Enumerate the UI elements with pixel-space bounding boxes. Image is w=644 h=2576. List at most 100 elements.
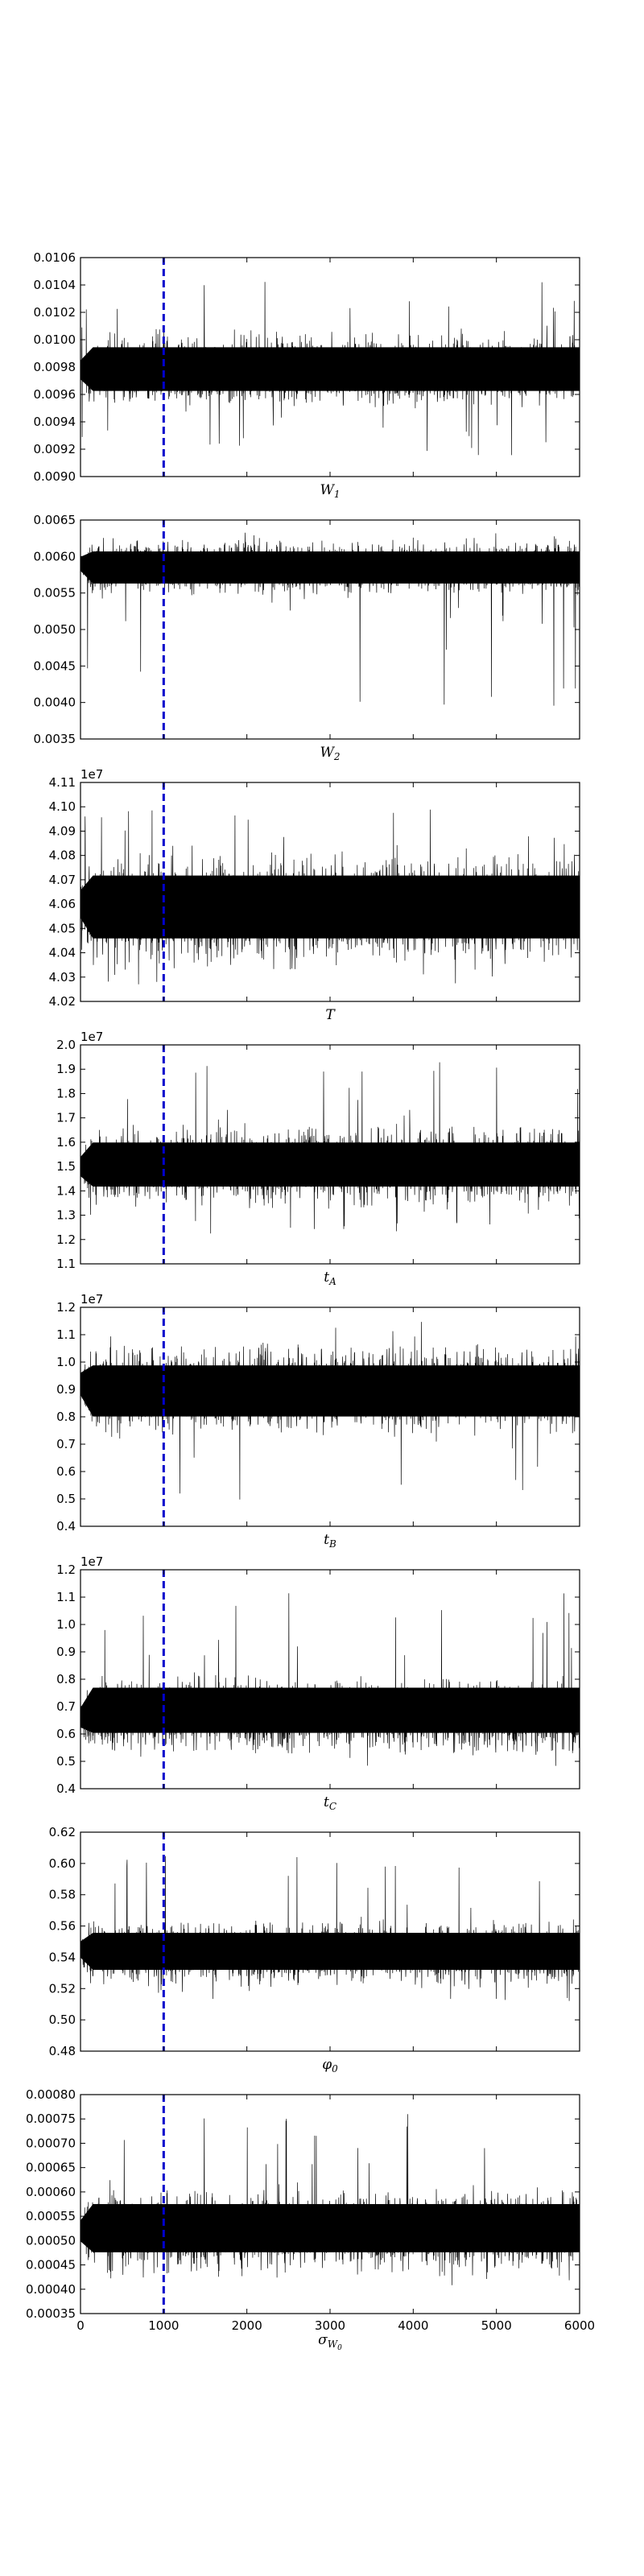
y-tick-label: 0.0090	[34, 469, 76, 484]
y-tick-label: 0.7	[56, 1699, 76, 1714]
y-tick-label: 1.1	[56, 1590, 76, 1604]
y-tick-label: 1.2	[56, 1232, 76, 1247]
y-tick-label: 4.05	[49, 921, 76, 935]
y-tick-label: 0.8	[56, 1410, 76, 1424]
y-tick-label: 0.00045	[26, 2258, 76, 2273]
x-tick-label: 2000	[232, 2318, 262, 2333]
y-tick-label: 0.00065	[26, 2161, 76, 2175]
y-offset-label: 1e7	[80, 1292, 103, 1307]
y-tick-label: 1.8	[56, 1086, 76, 1100]
y-tick-label: 1.4	[56, 1183, 76, 1198]
y-tick-label: 4.07	[49, 873, 76, 887]
y-tick-label: 1.3	[56, 1208, 76, 1223]
y-tick-label: 0.00050	[26, 2233, 76, 2248]
y-offset-label: 1e7	[80, 1030, 103, 1044]
y-tick-label: 0.4	[56, 1781, 76, 1796]
y-tick-label: 0.0096	[34, 387, 76, 402]
y-tick-label: 0.0060	[34, 549, 76, 564]
trace-panel-2: 0.0035 0.0040 0.0045 0.0050 0.0055 0.0060 0.00…	[34, 513, 580, 762]
y-offset-label: 1e7	[80, 767, 103, 782]
trace-line-3	[80, 809, 580, 985]
y-tick-label: 0.8	[56, 1672, 76, 1686]
y-tick-label: 0.00035	[26, 2306, 76, 2321]
y-tick-label: 0.54	[49, 1950, 76, 1964]
x-axis-label-1: W1	[320, 482, 340, 500]
y-tick-label: 4.04	[49, 946, 76, 960]
x-tick-label: 6000	[564, 2318, 595, 2333]
y-tick-label: 0.7	[56, 1437, 76, 1451]
y-tick-label: 0.6	[56, 1727, 76, 1741]
x-tick-label: 3000	[315, 2318, 345, 2333]
axes-frame-6	[80, 1569, 580, 1790]
y-tick-label: 0.0035	[34, 732, 76, 746]
x-axis-label-3: T	[325, 1007, 336, 1023]
y-tick-label: 0.9	[56, 1382, 76, 1397]
y-tick-label: 4.10	[49, 799, 76, 814]
x-tick-label: 0	[76, 2318, 85, 2333]
y-tick-label: 0.0065	[34, 513, 76, 527]
x-tick-label: 5000	[481, 2318, 512, 2333]
y-tick-label: 0.9	[56, 1645, 76, 1659]
x-tick-label: 1000	[148, 2318, 179, 2333]
y-tick-label: 0.0092	[34, 442, 76, 456]
y-tick-label: 4.09	[49, 824, 76, 838]
y-tick-label: 1.5	[56, 1159, 76, 1174]
y-tick-label: 0.0106	[34, 250, 76, 265]
trace-panel-6: 0.4 0.5 0.6 0.7 0.8 0.9 1.0 1.1 1.2 1e7 tC	[56, 1554, 580, 1812]
y-tick-label: 1.6	[56, 1135, 76, 1150]
y-tick-label: 0.62	[49, 1825, 76, 1839]
y-tick-label: 0.00075	[26, 2112, 76, 2126]
x-axis-label-5: tB	[324, 1532, 336, 1550]
trace-panel-8: 0.00035 0.00040 0.00045 0.00050 0.00055 0.000…	[26, 2087, 595, 2352]
trace-line-8	[80, 2114, 580, 2285]
y-tick-label: 4.08	[49, 848, 76, 863]
y-tick-label: 1.9	[56, 1062, 76, 1076]
y-tick-label: 4.06	[49, 897, 76, 911]
y-tick-label: 0.48	[49, 2044, 76, 2058]
trace-line-5	[80, 1322, 580, 1500]
y-tick-label: 0.4	[56, 1519, 76, 1534]
y-tick-label: 1.7	[56, 1111, 76, 1125]
y-tick-label: 0.0100	[34, 332, 76, 347]
y-tick-label: 4.03	[49, 970, 76, 985]
y-tick-label: 0.00070	[26, 2136, 76, 2150]
y-tick-label: 0.0094	[34, 415, 76, 429]
trace-panel-1: 0.0090 0.0092 0.0094 0.0096 0.0098 0.0100 0.01…	[34, 250, 580, 500]
y-tick-label: 1.0	[56, 1617, 76, 1632]
y-tick-label: 0.6	[56, 1464, 76, 1479]
y-tick-label: 0.0055	[34, 586, 76, 601]
y-offset-label: 1e7	[80, 1554, 103, 1569]
y-tick-label: 2.0	[56, 1038, 76, 1052]
y-tick-label: 1.1	[56, 1257, 76, 1271]
y-tick-label: 1.0	[56, 1355, 76, 1369]
y-tick-label: 1.2	[56, 1300, 76, 1315]
trace-panel-5: 0.4 0.5 0.6 0.7 0.8 0.9 1.0 1.1 1.2 1e7 tB	[56, 1292, 580, 1550]
y-tick-label: 0.60	[49, 1856, 76, 1871]
y-tick-label: 4.11	[49, 775, 76, 790]
y-tick-label: 0.00040	[26, 2282, 76, 2297]
y-tick-label: 0.56	[49, 1919, 76, 1934]
trace-line-7	[80, 1856, 580, 2001]
y-tick-label: 0.00055	[26, 2209, 76, 2223]
y-tick-label: 0.0040	[34, 696, 76, 710]
x-tick-label: 4000	[398, 2318, 428, 2333]
y-tick-label: 0.00080	[26, 2087, 76, 2102]
y-tick-label: 0.0050	[34, 622, 76, 637]
x-axis-label-4: tA	[324, 1269, 336, 1287]
y-tick-label: 0.0045	[34, 658, 76, 673]
y-tick-label: 0.5	[56, 1754, 76, 1769]
trace-line-6	[80, 1593, 580, 1766]
y-tick-label: 0.5	[56, 1492, 76, 1506]
axes-frame-5	[80, 1307, 580, 1527]
trace-line-2	[80, 532, 580, 706]
y-tick-label: 0.50	[49, 2013, 76, 2027]
x-axis-label-7: φ0	[322, 2057, 338, 2074]
x-axis-label-6: tC	[324, 1794, 336, 1812]
trace-panel-4: 1.1 1.2 1.3 1.4 1.5 1.6 1.7 1.8 1.9 2.0 1e7 tA	[56, 1030, 580, 1287]
y-tick-label: 0.00060	[26, 2185, 76, 2199]
y-tick-label: 0.0104	[34, 278, 76, 292]
y-tick-label: 4.02	[49, 994, 76, 1009]
x-axis-label-8: σW0	[318, 2332, 342, 2352]
y-tick-label: 0.0098	[34, 360, 76, 374]
